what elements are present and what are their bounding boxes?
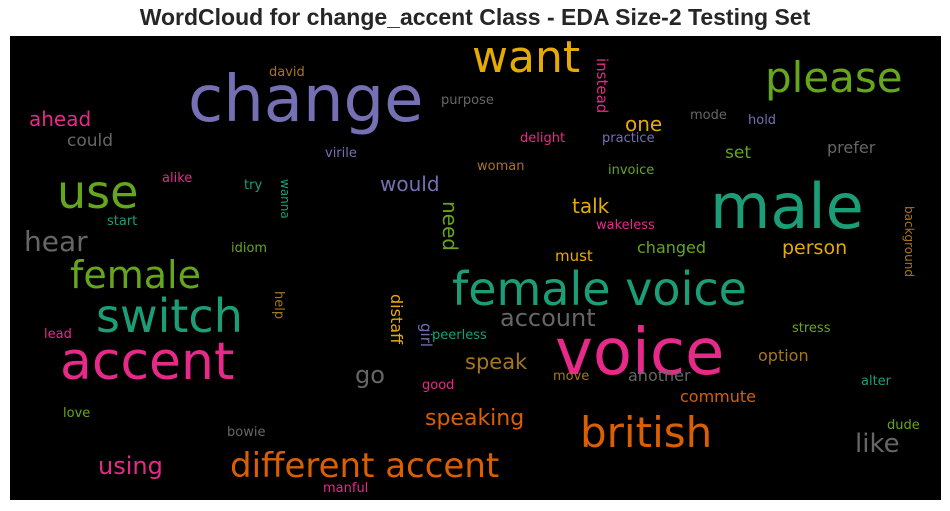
word-person: person [782, 237, 848, 259]
word-account: account [500, 304, 596, 332]
word-hear: hear [24, 225, 88, 258]
word-changed: changed [637, 238, 707, 257]
word-go: go [355, 361, 385, 389]
word-bowie: bowie [227, 425, 266, 440]
word-speak: speak [465, 350, 528, 374]
word-manful: manful [323, 481, 369, 496]
word-want: want [472, 36, 581, 83]
word-like: like [855, 429, 900, 459]
word-female-voice: female voice [452, 262, 747, 316]
word-love: love [63, 406, 91, 421]
word-commute: commute [680, 387, 757, 406]
word-british: british [580, 408, 713, 457]
word-background: background [902, 206, 916, 277]
word-good: good [422, 378, 455, 393]
word-virile: virile [325, 146, 357, 161]
chart-title: WordCloud for change_accent Class - EDA … [139, 4, 811, 30]
word-purpose: purpose [441, 93, 494, 108]
word-use: use [57, 165, 139, 219]
word-dude: dude [887, 418, 920, 433]
word-alter: alter [861, 374, 892, 389]
word-delight: delight [520, 131, 566, 146]
word-ahead: ahead [29, 107, 92, 131]
word-move: move [553, 369, 590, 384]
word-another: another [628, 366, 691, 385]
word-practice: practice [602, 131, 655, 146]
wordcloud-canvas: voice change male accent female voice switch u… [10, 36, 941, 500]
word-voice: voice [555, 316, 725, 390]
word-accent: accent [60, 332, 235, 392]
word-woman: woman [477, 159, 525, 174]
word-speaking: speaking [425, 406, 525, 431]
word-wakeless: wakeless [596, 218, 655, 233]
word-different-accent: different accent [230, 446, 500, 486]
word-using: using [98, 452, 163, 480]
word-instead: instead [593, 58, 611, 114]
word-need: need [438, 201, 462, 251]
word-start: start [107, 214, 138, 229]
word-stress: stress [792, 321, 831, 336]
word-option: option [758, 346, 809, 365]
word-must: must [555, 247, 593, 265]
word-girl: girl [417, 323, 435, 348]
word-talk: talk [572, 194, 610, 218]
word-invoice: invoice [608, 163, 655, 178]
word-lead: lead [44, 327, 72, 342]
word-idiom: idiom [231, 241, 268, 256]
word-set: set [725, 143, 751, 163]
word-could: could [67, 131, 114, 151]
word-change: change [188, 63, 424, 137]
word-distaff: distaff [387, 294, 406, 345]
word-please: please [765, 53, 903, 102]
word-help: help [271, 291, 286, 320]
word-prefer: prefer [827, 138, 876, 157]
word-male: male [710, 170, 864, 243]
word-one: one [625, 112, 663, 136]
word-would: would [380, 172, 440, 196]
word-mode: mode [690, 108, 727, 123]
word-hold: hold [748, 113, 777, 128]
word-switch: switch [96, 289, 243, 343]
word-wanna: wanna [278, 179, 292, 219]
word-peerless: peerless [432, 328, 487, 343]
word-try: try [244, 178, 263, 193]
word-david: david [269, 65, 305, 80]
word-female: female [70, 253, 201, 297]
word-alike: alike [162, 171, 193, 186]
